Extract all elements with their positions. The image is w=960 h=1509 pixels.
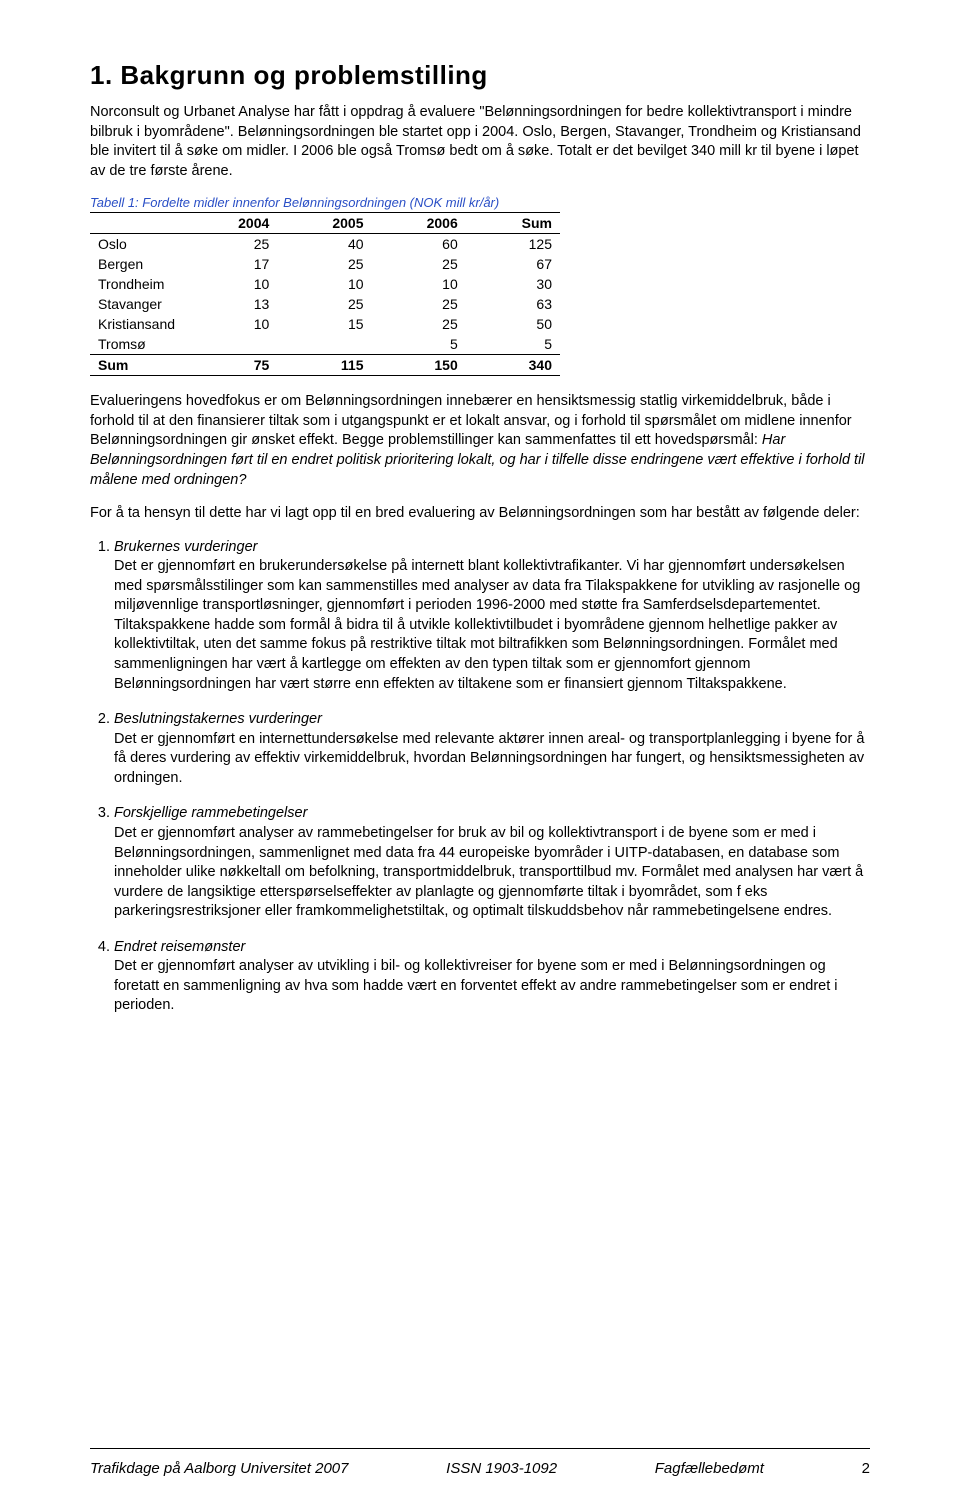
sum-cell: 150 [372,355,466,376]
city-cell: Stavanger [90,294,183,314]
table-row: Oslo 25 40 60 125 [90,234,560,255]
value-cell: 25 [183,234,277,255]
list-item: Endret reisemønster Det er gjennomført a… [114,938,870,1016]
col-2004: 2004 [183,213,277,234]
footer-left: Trafikdage på Aalborg Universitet 2007 [90,1460,348,1477]
table-row: Kristiansand 10 15 25 50 [90,314,560,334]
table-header-row: 2004 2005 2006 Sum [90,213,560,234]
sum-cell: 340 [466,355,560,376]
table-row: Bergen 17 25 25 67 [90,254,560,274]
value-cell: 67 [466,254,560,274]
focus-paragraph: Evalueringens hovedfokus er om Belønning… [90,392,870,490]
value-cell: 125 [466,234,560,255]
footer-rule [90,1448,870,1449]
table-sum-row: Sum 75 115 150 340 [90,355,560,376]
page-number: 2 [862,1460,870,1477]
sum-cell: 75 [183,355,277,376]
table-row: Stavanger 13 25 25 63 [90,294,560,314]
col-2006: 2006 [372,213,466,234]
value-cell: 25 [277,294,371,314]
intro-paragraph: Norconsult og Urbanet Analyse har fått i… [90,103,870,181]
list-intro: For å ta hensyn til dette har vi lagt op… [90,504,870,524]
item-title: Beslutningstakernes vurderinger [114,711,322,727]
value-cell [183,334,277,355]
value-cell: 17 [183,254,277,274]
item-text: Det er gjennomført en brukerundersøkelse… [114,558,860,691]
item-title: Forskjellige rammebetingelser [114,805,307,821]
value-cell [277,334,371,355]
city-cell: Trondheim [90,274,183,294]
sum-label: Sum [90,355,183,376]
footer-right: Fagfællebedømt [655,1460,764,1477]
item-title: Endret reisemønster [114,939,245,955]
value-cell: 25 [372,254,466,274]
table-row: Trondheim 10 10 10 30 [90,274,560,294]
focus-text: Evalueringens hovedfokus er om Belønning… [90,393,852,448]
list-item: Forskjellige rammebetingelser Det er gje… [114,804,870,921]
table-row: Tromsø 5 5 [90,334,560,355]
value-cell: 25 [277,254,371,274]
city-cell: Kristiansand [90,314,183,334]
evaluation-list: Brukernes vurderinger Det er gjennomført… [114,538,870,1016]
value-cell: 5 [372,334,466,355]
item-text: Det er gjennomført en internettundersøke… [114,731,864,786]
value-cell: 10 [183,274,277,294]
value-cell: 10 [183,314,277,334]
table-caption: Tabell 1: Fordelte midler innenfor Beløn… [90,195,870,210]
value-cell: 30 [466,274,560,294]
value-cell: 50 [466,314,560,334]
value-cell: 10 [277,274,371,294]
value-cell: 25 [372,314,466,334]
value-cell: 15 [277,314,371,334]
value-cell: 63 [466,294,560,314]
item-text: Det er gjennomført analyser av utvikling… [114,958,838,1013]
footer-mid: ISSN 1903-1092 [446,1460,557,1477]
page-footer: Trafikdage på Aalborg Universitet 2007 I… [90,1460,870,1477]
value-cell: 25 [372,294,466,314]
section-heading: 1. Bakgrunn og problemstilling [90,60,870,91]
item-text: Det er gjennomført analyser av rammebeti… [114,825,863,919]
city-cell: Bergen [90,254,183,274]
list-item: Beslutningstakernes vurderinger Det er g… [114,710,870,788]
col-blank [90,213,183,234]
list-item: Brukernes vurderinger Det er gjennomført… [114,538,870,695]
col-2005: 2005 [277,213,371,234]
item-title: Brukernes vurderinger [114,539,257,555]
value-cell: 60 [372,234,466,255]
value-cell: 13 [183,294,277,314]
funding-table: 2004 2005 2006 Sum Oslo 25 40 60 125 Ber… [90,212,560,376]
city-cell: Oslo [90,234,183,255]
value-cell: 40 [277,234,371,255]
col-sum: Sum [466,213,560,234]
sum-cell: 115 [277,355,371,376]
city-cell: Tromsø [90,334,183,355]
value-cell: 5 [466,334,560,355]
value-cell: 10 [372,274,466,294]
